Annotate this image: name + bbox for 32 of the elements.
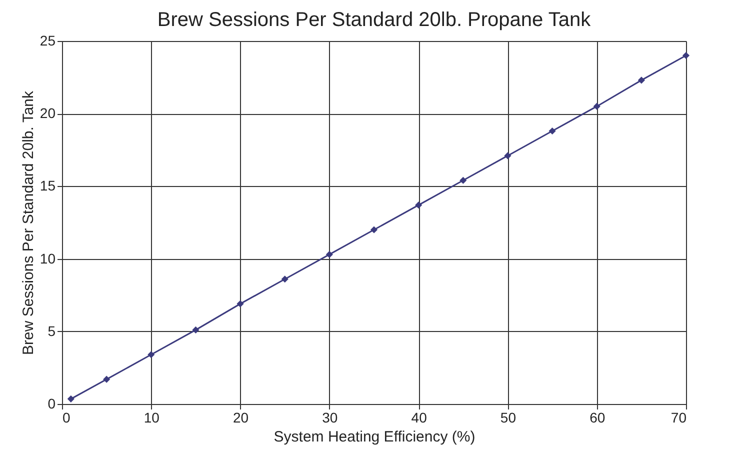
point [504,152,512,160]
point [236,300,244,308]
point [326,250,333,258]
y-tick-label: 15 [40,178,56,194]
point [593,102,600,110]
x-tick-label: 70 [670,410,687,426]
point [415,202,422,209]
point [148,351,155,358]
y-tick-label: 0 [48,396,56,412]
point [192,326,200,334]
y-tick-label: 25 [40,32,56,48]
y-axis-title: Brew Sessions Per Standard 20lb. Tank [20,90,37,356]
x-tick-label: 30 [322,410,338,426]
x-tick-label: 0 [62,410,70,426]
x-tick-label: 60 [590,410,606,426]
y-tick-label: 20 [40,105,56,122]
x-tick-label: 20 [232,410,249,426]
x-tick-label: 40 [411,410,428,426]
point [370,226,378,234]
y-tick-label: 5 [48,322,56,339]
x-tick-label: 10 [144,410,160,426]
point [281,276,288,283]
point [638,76,645,84]
point [548,127,556,135]
x-axis-title: System Heating Efficiency (%) [274,428,476,446]
x-tick-label: 50 [500,410,516,426]
chart-title: Brew Sessions Per Standard 20lb. Propane Tank [157,9,592,31]
point [682,52,690,60]
point [460,176,467,184]
point [67,395,74,402]
point [103,376,110,383]
y-tick-label: 10 [40,250,56,266]
